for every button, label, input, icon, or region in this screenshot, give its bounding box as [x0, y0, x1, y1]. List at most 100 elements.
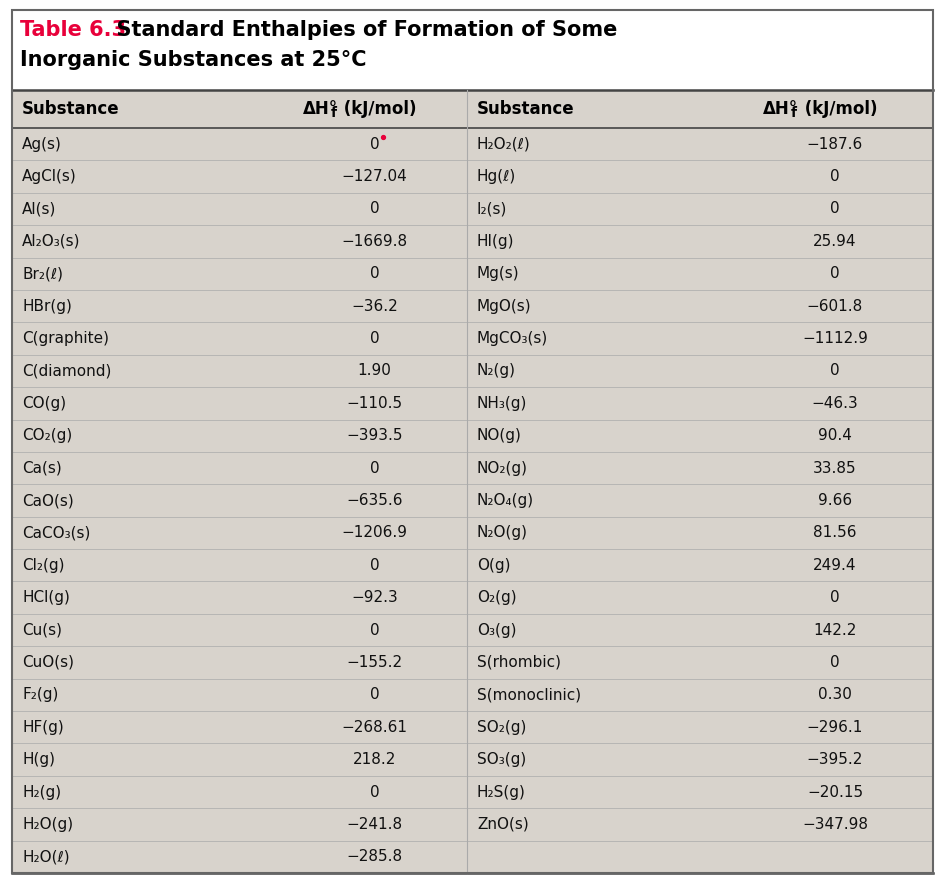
Text: 1.90: 1.90 — [357, 364, 391, 379]
Text: S(monoclinic): S(monoclinic) — [477, 688, 581, 703]
Text: ΔH°: ΔH° — [302, 100, 337, 118]
Text: −110.5: −110.5 — [346, 396, 402, 411]
Text: 249.4: 249.4 — [813, 558, 856, 573]
Text: SO₃(g): SO₃(g) — [477, 752, 526, 767]
Text: AgCl(s): AgCl(s) — [22, 169, 76, 184]
Text: 142.2: 142.2 — [813, 622, 856, 637]
Text: 0: 0 — [369, 266, 379, 281]
Text: −20.15: −20.15 — [806, 784, 862, 799]
Text: −395.2: −395.2 — [806, 752, 862, 767]
Text: F₂(g): F₂(g) — [22, 688, 59, 703]
Text: SO₂(g): SO₂(g) — [477, 720, 526, 735]
Text: O₃(g): O₃(g) — [477, 622, 516, 637]
Text: MgO(s): MgO(s) — [477, 298, 531, 313]
Text: 0: 0 — [369, 558, 379, 573]
Text: 90.4: 90.4 — [818, 428, 851, 443]
Text: HF(g): HF(g) — [22, 720, 63, 735]
Text: Hg(ℓ): Hg(ℓ) — [477, 169, 515, 184]
Text: Substance: Substance — [22, 100, 120, 118]
Text: NO(g): NO(g) — [477, 428, 521, 443]
Text: Inorganic Substances at 25°C: Inorganic Substances at 25°C — [20, 50, 366, 70]
Text: 81.56: 81.56 — [813, 526, 856, 541]
Text: I₂(s): I₂(s) — [477, 202, 507, 217]
Text: N₂(g): N₂(g) — [477, 364, 515, 379]
Text: CO₂(g): CO₂(g) — [22, 428, 72, 443]
Text: O₂(g): O₂(g) — [477, 590, 516, 605]
Text: Cl₂(g): Cl₂(g) — [22, 558, 64, 573]
Text: 0: 0 — [369, 202, 379, 217]
Text: 9.66: 9.66 — [818, 493, 851, 508]
Text: 33.85: 33.85 — [813, 460, 856, 475]
Text: 218.2: 218.2 — [352, 752, 396, 767]
Text: 0: 0 — [369, 460, 379, 475]
Text: NO₂(g): NO₂(g) — [477, 460, 528, 475]
Text: Table 6.3: Table 6.3 — [20, 20, 126, 40]
Text: (kJ/mol): (kJ/mol) — [799, 100, 877, 118]
Text: HCl(g): HCl(g) — [22, 590, 70, 605]
Text: O(g): O(g) — [477, 558, 510, 573]
Text: ΔH°: ΔH° — [762, 100, 798, 118]
Text: CO(g): CO(g) — [22, 396, 66, 411]
Text: −155.2: −155.2 — [346, 655, 402, 670]
Text: Cu(s): Cu(s) — [22, 622, 62, 637]
Text: N₂O₄(g): N₂O₄(g) — [477, 493, 533, 508]
Bar — [12, 90, 932, 873]
Text: Standard Enthalpies of Formation of Some: Standard Enthalpies of Formation of Some — [102, 20, 616, 40]
Text: 0: 0 — [830, 590, 839, 605]
Text: 0: 0 — [369, 784, 379, 799]
Text: f: f — [790, 106, 796, 120]
Text: 0.30: 0.30 — [818, 688, 851, 703]
Text: 0: 0 — [369, 622, 379, 637]
Text: Br₂(ℓ): Br₂(ℓ) — [22, 266, 63, 281]
Text: −46.3: −46.3 — [811, 396, 857, 411]
Text: −127.04: −127.04 — [342, 169, 407, 184]
Text: Ag(s): Ag(s) — [22, 136, 61, 151]
Text: CaO(s): CaO(s) — [22, 493, 74, 508]
Text: −601.8: −601.8 — [806, 298, 862, 313]
Text: H₂O(g): H₂O(g) — [22, 817, 73, 832]
Text: 0: 0 — [830, 655, 839, 670]
Text: CaCO₃(s): CaCO₃(s) — [22, 526, 91, 541]
Text: 0: 0 — [369, 688, 379, 703]
Text: H(g): H(g) — [22, 752, 55, 767]
Text: NH₃(g): NH₃(g) — [477, 396, 527, 411]
Text: C(graphite): C(graphite) — [22, 331, 109, 346]
Text: Substance: Substance — [477, 100, 574, 118]
Text: (kJ/mol): (kJ/mol) — [338, 100, 416, 118]
Bar — [12, 10, 932, 90]
Text: H₂(g): H₂(g) — [22, 784, 61, 799]
Text: −241.8: −241.8 — [346, 817, 402, 832]
Text: Mg(s): Mg(s) — [477, 266, 519, 281]
Text: Al₂O₃(s): Al₂O₃(s) — [22, 234, 80, 249]
Text: −1206.9: −1206.9 — [341, 526, 407, 541]
Text: Ca(s): Ca(s) — [22, 460, 61, 475]
Text: ZnO(s): ZnO(s) — [477, 817, 529, 832]
Text: H₂S(g): H₂S(g) — [477, 784, 525, 799]
Text: MgCO₃(s): MgCO₃(s) — [477, 331, 548, 346]
Text: 0: 0 — [830, 266, 839, 281]
Text: 0: 0 — [830, 202, 839, 217]
Text: H₂O₂(ℓ): H₂O₂(ℓ) — [477, 136, 531, 151]
Text: f: f — [330, 106, 336, 120]
Text: −36.2: −36.2 — [351, 298, 397, 313]
Text: 0: 0 — [830, 169, 839, 184]
Text: −187.6: −187.6 — [806, 136, 862, 151]
Text: −635.6: −635.6 — [346, 493, 402, 508]
Text: N₂O(g): N₂O(g) — [477, 526, 528, 541]
Text: −92.3: −92.3 — [351, 590, 397, 605]
Text: H₂O(ℓ): H₂O(ℓ) — [22, 850, 70, 865]
Text: −393.5: −393.5 — [346, 428, 402, 443]
Text: 0: 0 — [369, 136, 379, 151]
Text: CuO(s): CuO(s) — [22, 655, 74, 670]
Text: 0: 0 — [830, 364, 839, 379]
Text: −1669.8: −1669.8 — [341, 234, 407, 249]
Text: −296.1: −296.1 — [806, 720, 862, 735]
Text: −285.8: −285.8 — [346, 850, 402, 865]
Text: Al(s): Al(s) — [22, 202, 57, 217]
Text: −1112.9: −1112.9 — [801, 331, 867, 346]
Text: S(rhombic): S(rhombic) — [477, 655, 561, 670]
Text: C(diamond): C(diamond) — [22, 364, 111, 379]
Text: 0: 0 — [369, 331, 379, 346]
Text: HI(g): HI(g) — [477, 234, 514, 249]
Text: 25.94: 25.94 — [813, 234, 856, 249]
